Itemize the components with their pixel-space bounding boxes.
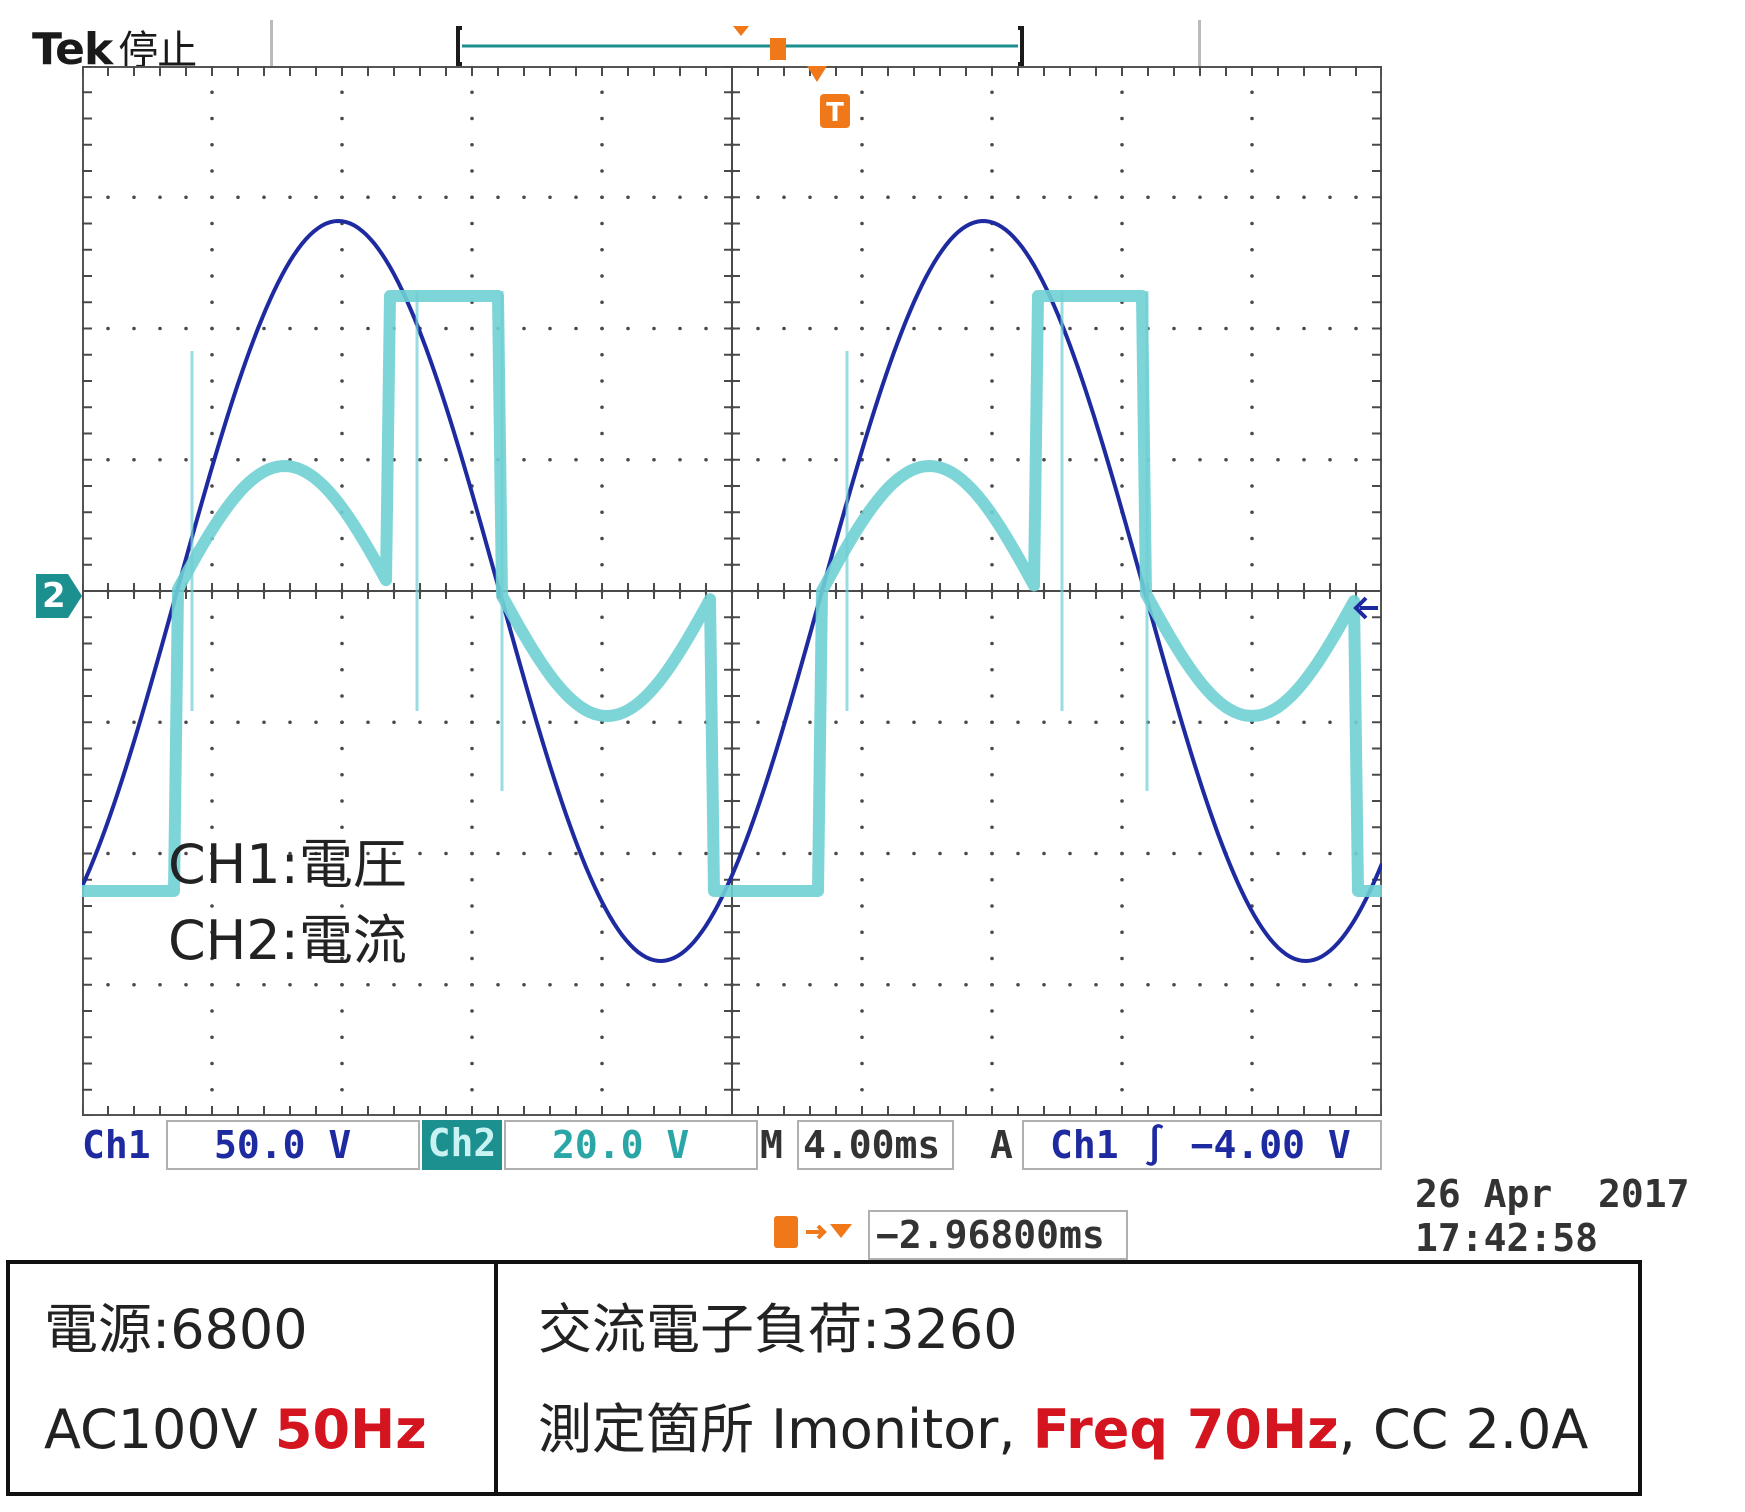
ch2-marker-icon [36,574,82,618]
top-divider [1198,20,1201,68]
measurement-point: 測定箇所 Imonitor, [538,1398,1033,1461]
psu-frequency: 50Hz [274,1398,427,1461]
time-label: 17:42:58 [1415,1216,1599,1260]
trigger-position-value[interactable]: −2.96800ms [868,1210,1128,1260]
oscilloscope-screen[interactable]: T CH1:電圧 CH2:電流 [82,66,1382,1116]
power-supply-model: 電源:6800 [44,1298,308,1361]
ch2-transient-spikes [190,291,1149,791]
test-info-table [6,1260,1642,1496]
electronic-load-model: 交流電子負荷:3260 [538,1298,1018,1361]
electronic-load-spec: 測定箇所 Imonitor, Freq 70Hz, CC 2.0A [538,1400,1588,1460]
record-length-indicator [456,26,1024,66]
timestamp: 26 Apr 2017 17:42:58 [1415,1172,1690,1260]
acquisition-label: A [990,1123,1013,1167]
tek-brand: Tek 停止 [32,18,197,76]
ch1-level-arrow-icon [1353,596,1378,620]
trigger-settings[interactable]: Ch1 ∫ −4.00 V [1022,1120,1382,1170]
timebase-scale[interactable]: 4.00ms [797,1120,954,1170]
load-cc-setting: , CC 2.0A [1338,1398,1589,1461]
legend-ch1: CH1:電圧 [168,833,407,896]
legend-ch2: CH2:電流 [168,909,407,972]
trigger-point-marker [807,66,827,82]
load-frequency: Freq 70Hz [1032,1398,1339,1461]
power-supply-spec: AC100V 50Hz [44,1400,427,1460]
ch2-current-trace [82,290,1382,897]
top-divider [270,20,273,68]
ch2-marker-label: 2 [42,576,66,616]
date-label: 26 Apr 2017 [1415,1172,1690,1216]
graticule [82,66,1382,1116]
psu-voltage: AC100V [44,1398,275,1461]
timebase-label: M [760,1123,783,1167]
trigger-level: −4.00 V [1190,1123,1351,1167]
trigger-level-marker: T [820,94,850,128]
rising-edge-icon: ∫ [1143,1123,1167,1167]
ch2-ground-marker[interactable]: 2 [36,574,82,618]
ch2-scale[interactable]: 20.0 V [504,1120,758,1170]
ch1-scale[interactable]: 50.0 V [166,1120,420,1170]
ch1-voltage-trace [82,218,1382,964]
table-divider [494,1260,498,1496]
trigger-marker-label: T [826,98,844,128]
trigger-source: Ch1 [1050,1123,1119,1167]
ch1-label[interactable]: Ch1 [82,1123,151,1167]
trigger-position-icon [766,1212,862,1256]
ch2-label[interactable]: Ch2 [422,1120,502,1170]
